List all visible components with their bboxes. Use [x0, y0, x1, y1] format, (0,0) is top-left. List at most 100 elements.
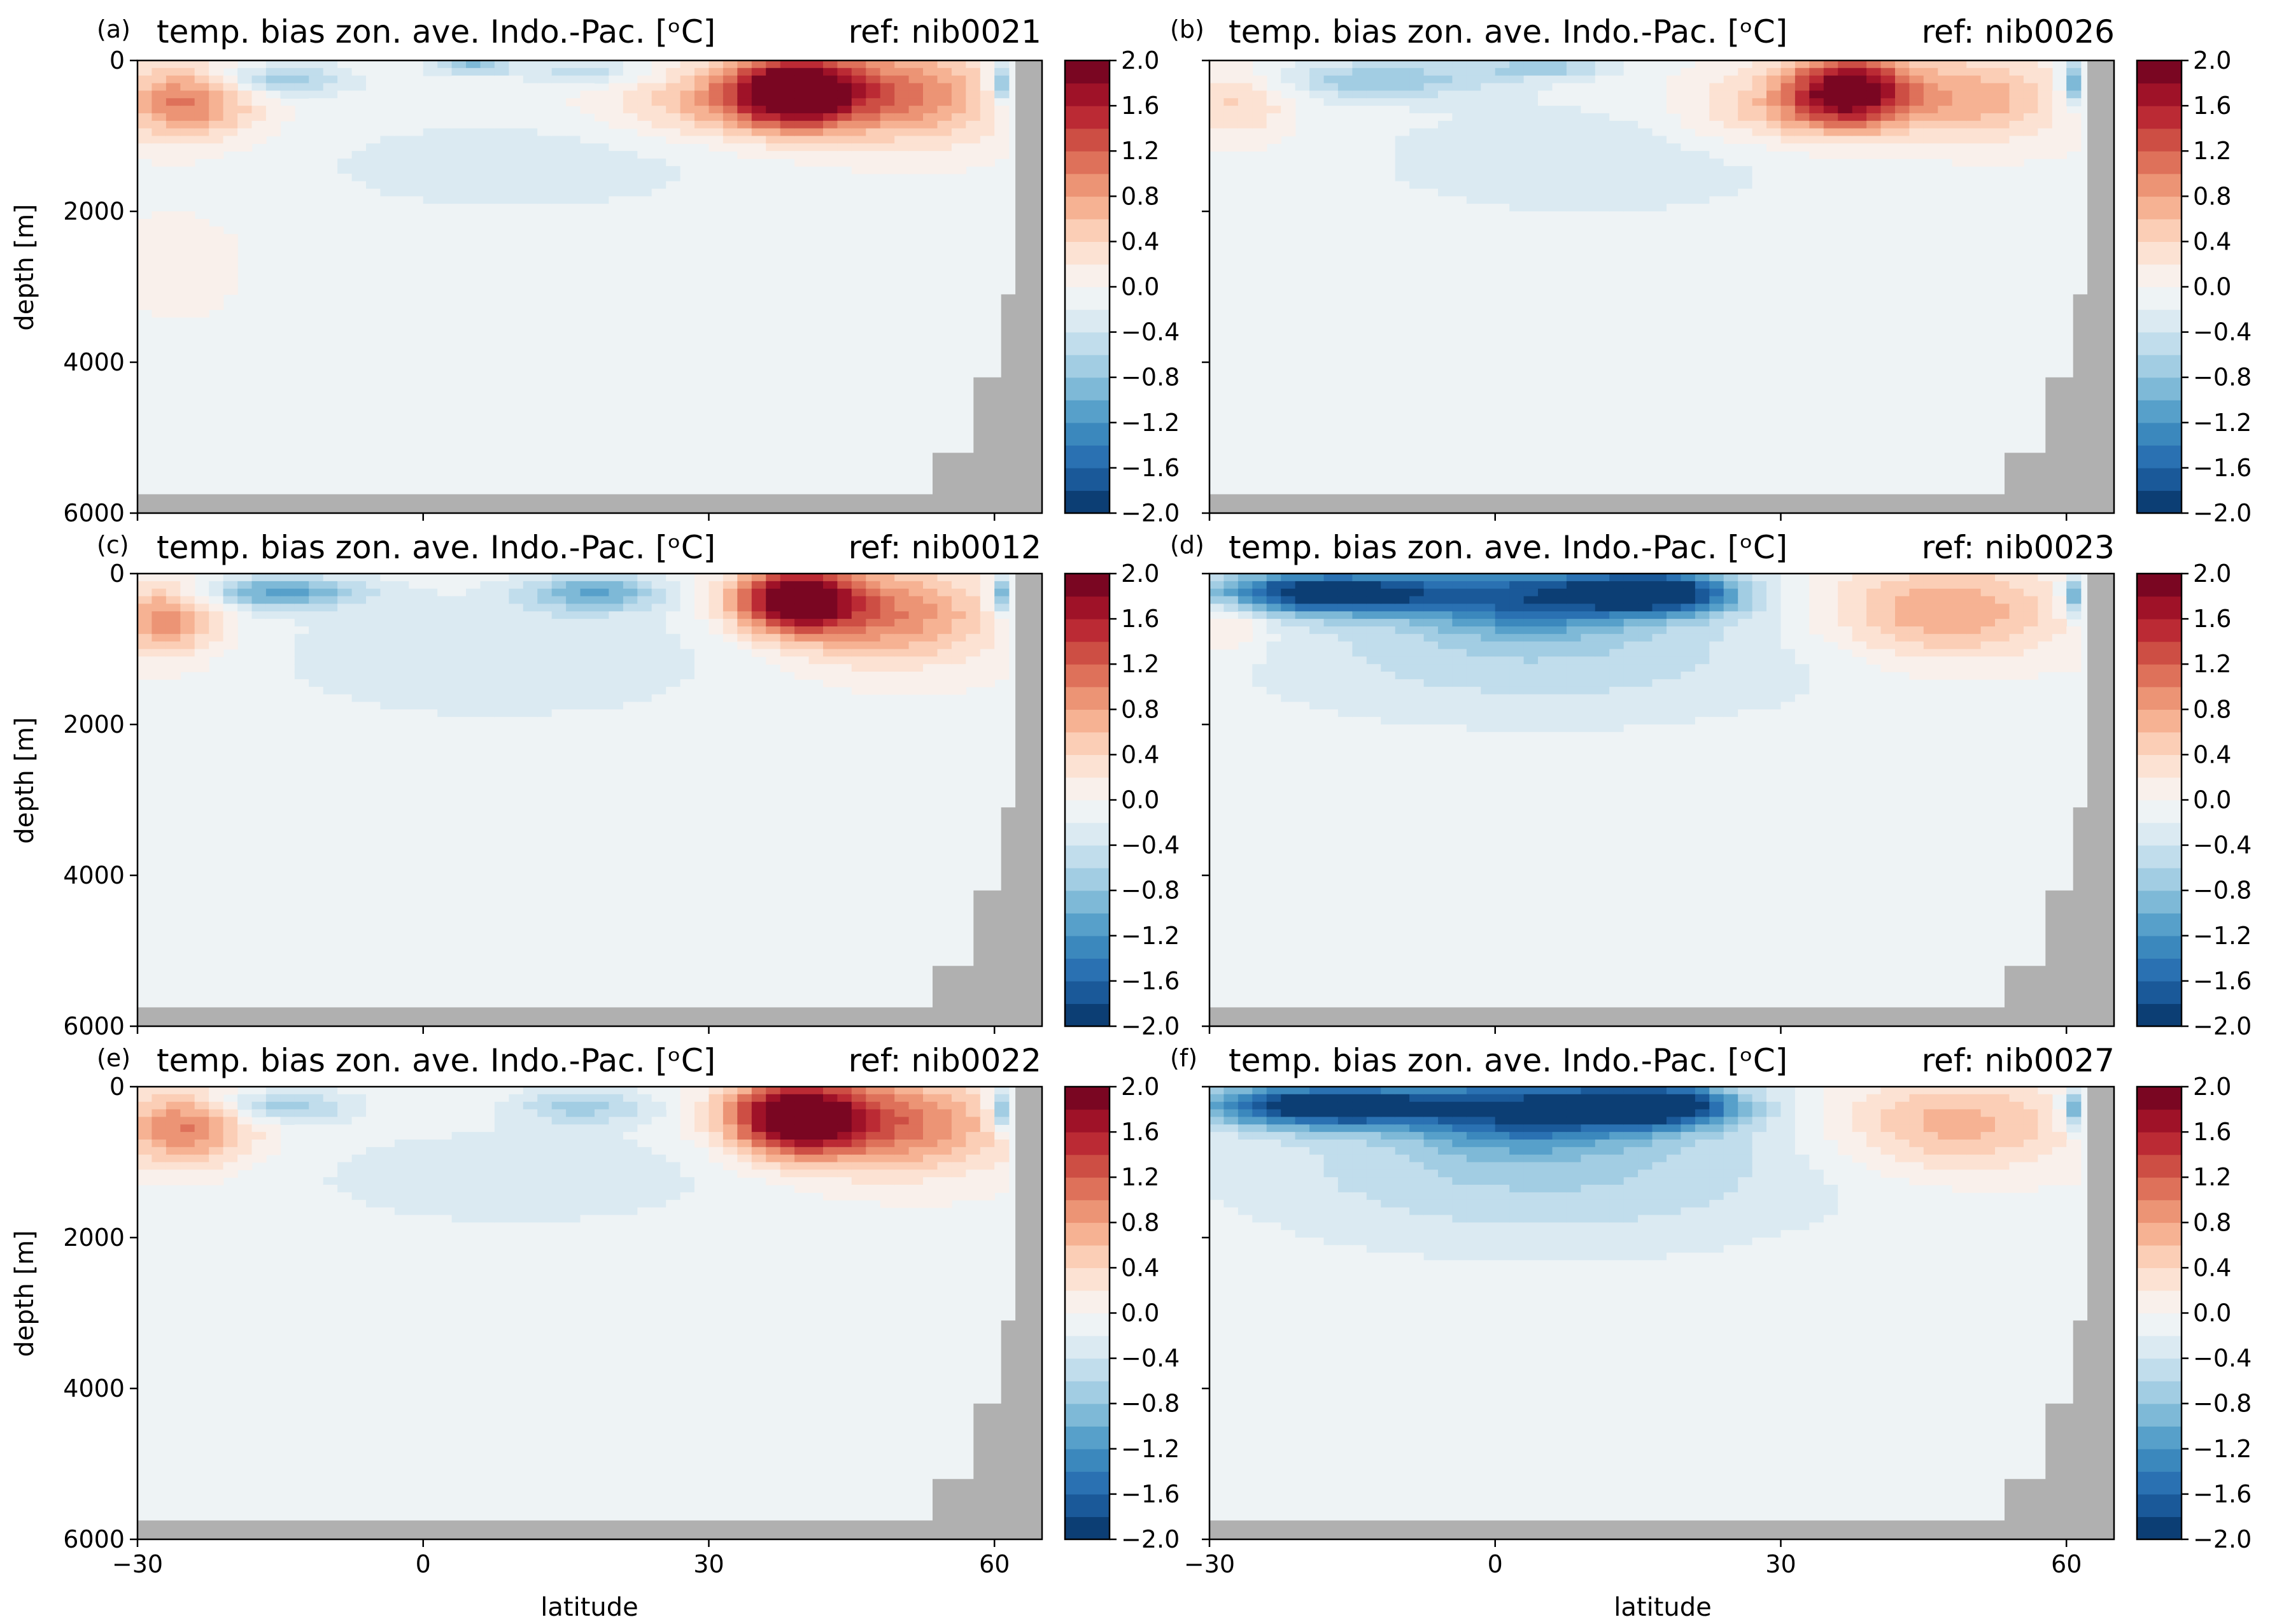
- heatmap-cell: [694, 604, 710, 612]
- heatmap-cell: [394, 731, 410, 740]
- heatmap-cell: [437, 672, 453, 680]
- heatmap-cell: [1366, 120, 1381, 129]
- heatmap-cell: [1323, 67, 1339, 76]
- heatmap-cell: [1794, 120, 1810, 129]
- heatmap-cell: [966, 574, 981, 582]
- heatmap-cell: [1823, 611, 1838, 619]
- heatmap-cell: [1423, 664, 1439, 672]
- heatmap-cell: [1695, 679, 1710, 688]
- heatmap-cell: [1709, 196, 1724, 204]
- heatmap-cell: [666, 166, 681, 174]
- heatmap-cell: [1495, 159, 1510, 167]
- colorbar-segment: [2137, 800, 2182, 823]
- heatmap-cell: [1552, 128, 1567, 137]
- heatmap-cell: [1409, 641, 1425, 650]
- colorbar-tick-label: 0.4: [2193, 740, 2231, 768]
- heatmap-cell: [651, 128, 666, 137]
- heatmap-cell: [1352, 649, 1367, 658]
- heatmap-cell: [1866, 98, 1882, 106]
- heatmap-cell: [1337, 596, 1353, 605]
- heatmap-cell: [380, 724, 395, 733]
- heatmap-cell: [595, 604, 610, 612]
- heatmap-cell: [1252, 672, 1267, 680]
- heatmap-cell: [1438, 151, 1453, 159]
- heatmap-cell: [1552, 67, 1567, 76]
- heatmap-cell: [1566, 739, 1582, 748]
- heatmap-cell: [1809, 106, 1824, 114]
- heatmap-cell: [394, 596, 410, 605]
- heatmap-cell: [637, 694, 652, 703]
- heatmap-cell: [923, 686, 938, 695]
- heatmap-cell: [694, 679, 710, 688]
- heatmap-cell: [1952, 633, 1967, 642]
- heatmap-cell: [194, 264, 209, 272]
- heatmap-cell: [537, 739, 553, 748]
- heatmap-cell: [808, 67, 824, 76]
- heatmap-cell: [923, 67, 938, 76]
- heatmap-cell: [1581, 204, 1596, 212]
- heatmap-cell: [580, 672, 595, 680]
- heatmap-cell: [1723, 196, 1738, 204]
- heatmap-cell: [494, 731, 510, 740]
- heatmap-cell: [409, 664, 424, 672]
- heatmap-cell: [766, 128, 781, 137]
- heatmap-cell: [1866, 136, 1882, 145]
- heatmap-cell: [1838, 619, 1853, 627]
- heatmap-cell: [1623, 596, 1639, 605]
- heatmap-cell: [451, 181, 467, 190]
- heatmap-cell: [1366, 679, 1381, 688]
- heatmap-cell: [1566, 75, 1582, 84]
- heatmap-cell: [537, 717, 553, 725]
- heatmap-cell: [1852, 120, 1867, 129]
- heatmap-cell: [1638, 626, 1653, 635]
- heatmap-cell: [1552, 588, 1567, 597]
- heatmap-cell: [1995, 151, 2010, 159]
- heatmap-cell: [808, 75, 824, 84]
- heatmap-cell: [1609, 67, 1625, 76]
- heatmap-cell: [580, 204, 595, 212]
- heatmap-cell: [294, 143, 309, 152]
- heatmap-cell: [908, 120, 924, 129]
- heatmap-cell: [451, 724, 467, 733]
- heatmap-cell: [1323, 731, 1339, 740]
- heatmap-cell: [1423, 98, 1439, 106]
- heatmap-cell: [1638, 686, 1653, 695]
- heatmap-cell: [1866, 60, 1882, 69]
- heatmap-cell: [1809, 702, 1824, 710]
- heatmap-cell: [1409, 581, 1425, 590]
- heatmap-cell: [851, 656, 866, 665]
- heatmap-cell: [1880, 619, 1896, 627]
- heatmap-cell: [1609, 218, 1625, 227]
- heatmap-cell: [1794, 672, 1810, 680]
- heatmap-cell: [1995, 581, 2010, 590]
- heatmap-cell: [651, 702, 666, 710]
- heatmap-cell: [337, 641, 353, 650]
- heatmap-cell: [1794, 67, 1810, 76]
- heatmap-cell: [609, 173, 624, 182]
- heatmap-cell: [309, 136, 324, 145]
- heatmap-cell: [480, 120, 495, 129]
- heatmap-cell: [480, 717, 495, 725]
- heatmap-cell: [1566, 226, 1582, 235]
- heatmap-cell: [851, 588, 866, 597]
- heatmap-cell: [437, 656, 453, 665]
- heatmap-cell: [152, 83, 167, 92]
- heatmap-cell: [1809, 211, 1824, 220]
- heatmap-cell: [823, 128, 838, 137]
- heatmap-cell: [609, 204, 624, 212]
- heatmap-cell: [694, 83, 710, 92]
- heatmap-cell: [1309, 731, 1325, 740]
- heatmap-cell: [1880, 626, 1896, 635]
- heatmap-cell: [609, 120, 624, 129]
- heatmap-cell: [466, 181, 481, 190]
- heatmap-cell: [1452, 166, 1467, 174]
- heatmap-cell: [737, 67, 752, 76]
- panel-title: temp. bias zon. ave. Indo.-Pac. [ᵒC]: [1229, 13, 1787, 50]
- heatmap-cell: [723, 188, 738, 197]
- heatmap-cell: [265, 188, 281, 197]
- heatmap-cell: [1481, 136, 1496, 145]
- heatmap-cell: [1381, 106, 1396, 114]
- heatmap-cell: [1667, 717, 1682, 725]
- heatmap-cell: [323, 588, 338, 597]
- heatmap-cell: [580, 218, 595, 227]
